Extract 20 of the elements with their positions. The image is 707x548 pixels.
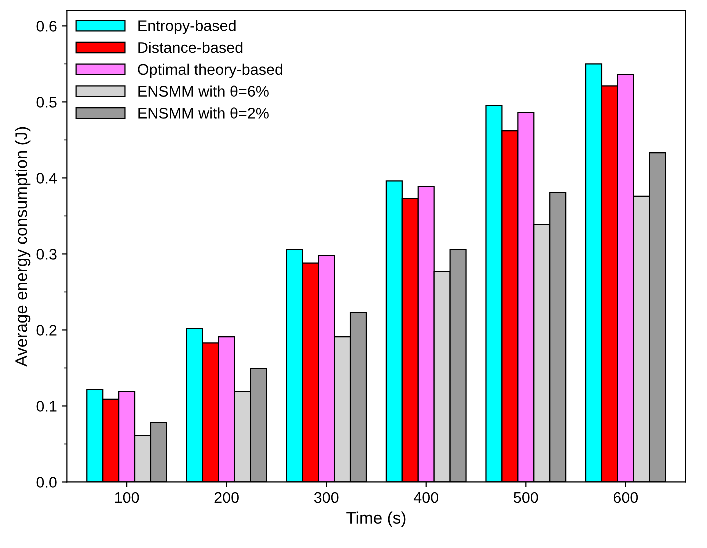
y-tick-label: 0.6 — [36, 21, 57, 32]
y-tick-label: 0.4 — [36, 173, 57, 184]
y-tick-label: 0.0 — [36, 477, 57, 488]
x-tick-label: 100 — [115, 492, 140, 504]
y-tick-label: 0.5 — [36, 97, 57, 108]
y-tick-label: 0.2 — [36, 325, 57, 336]
legend-label: ENSMM with θ=6% — [138, 86, 269, 97]
x-tick-label: 200 — [214, 492, 239, 504]
y-tick-label: 0.1 — [36, 401, 57, 412]
x-tick-label: 500 — [514, 492, 538, 504]
x-tick-label: 600 — [614, 492, 638, 504]
y-axis-title: Average energy consumption (J) — [15, 127, 31, 367]
legend-label: ENSMM with θ=2% — [138, 108, 269, 119]
x-tick-label: 400 — [414, 492, 439, 504]
legend-label: Entropy-based — [138, 20, 236, 34]
x-axis-title: Time (s) — [346, 512, 406, 528]
legend-label: Optimal theory-based — [138, 64, 283, 78]
legend-label: Distance-based — [138, 42, 243, 54]
y-tick-label: 0.3 — [36, 249, 57, 260]
x-tick-label: 300 — [314, 492, 339, 504]
